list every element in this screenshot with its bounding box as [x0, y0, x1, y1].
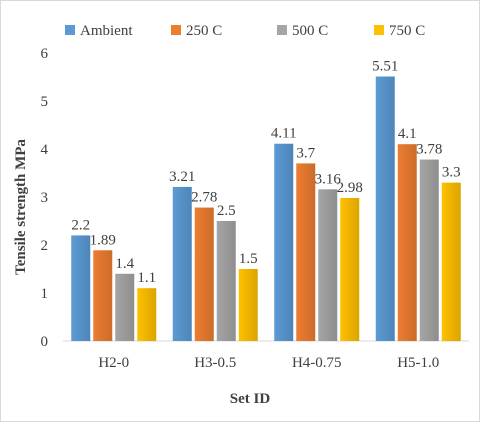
x-tick-label: H4-0.75 — [292, 355, 342, 371]
bar-h3-0-5-250-c — [194, 207, 214, 341]
bar-h2-0-500-c — [115, 273, 135, 341]
data-label: 2.98 — [337, 180, 363, 196]
legend-label-500-c: 500 C — [292, 23, 328, 39]
y-tick-label: 3 — [41, 190, 49, 206]
legend-label-750-c: 750 C — [389, 23, 425, 39]
legend-label-ambient: Ambient — [80, 23, 133, 39]
y-tick-label: 1 — [41, 286, 49, 302]
bar-h4-0-75-500-c — [318, 189, 338, 341]
bar-h4-0-75-750-c — [340, 197, 360, 341]
y-tick-label: 4 — [41, 142, 49, 158]
bar-h4-0-75-ambient — [274, 143, 294, 341]
bar-h2-0-ambient — [71, 235, 91, 341]
x-tick-label: H5-1.0 — [397, 355, 439, 371]
data-label: 3.21 — [169, 169, 195, 185]
y-tick-label: 5 — [41, 94, 49, 110]
x-tick-label: H3-0.5 — [194, 355, 236, 371]
x-axis-ticks: H2-0 H3-0.5 H4-0.75 H5-1.0 — [98, 355, 439, 371]
data-label: 3.16 — [315, 171, 342, 187]
bar-h5-1-0-750-c — [441, 182, 461, 341]
legend-label-250-c: 250 C — [186, 23, 222, 39]
y-axis-title: Tensile strength MPa — [13, 139, 29, 275]
data-label: 1.4 — [115, 256, 134, 272]
y-tick-label: 2 — [41, 238, 49, 254]
data-label: 2.78 — [191, 190, 217, 206]
x-tick-label: H2-0 — [98, 355, 129, 371]
data-label: 4.1 — [398, 126, 417, 142]
data-label: 3.78 — [416, 142, 442, 158]
bar-h2-0-250-c — [93, 250, 113, 341]
legend-swatch-250-c — [171, 25, 181, 35]
bar-h3-0-5-750-c — [238, 269, 258, 341]
bar-h3-0-5-500-c — [216, 221, 236, 341]
bar-h5-1-0-500-c — [419, 159, 439, 341]
bar-h2-0-750-c — [137, 288, 157, 341]
y-tick-label: 6 — [41, 46, 49, 62]
legend-swatch-ambient — [65, 25, 75, 35]
data-label: 5.51 — [372, 59, 398, 75]
data-label: 4.11 — [271, 126, 297, 142]
x-axis-title: Set ID — [230, 391, 271, 407]
data-label: 1.5 — [239, 251, 258, 267]
data-labels: 2.21.89 1.41.1 3.21 2.782.5 1.5 4.11 3.73.162.… — [71, 59, 460, 287]
data-label: 1.89 — [90, 232, 116, 248]
bars — [71, 76, 461, 342]
bar-h5-1-0-ambient — [375, 76, 395, 342]
data-label: 3.3 — [442, 165, 461, 181]
data-label: 3.7 — [296, 145, 315, 161]
data-label: 2.2 — [71, 217, 90, 233]
bar-h4-0-75-250-c — [296, 163, 316, 341]
legend-swatch-750-c — [374, 25, 384, 35]
y-axis-ticks: 0 1 2 3 4 5 6 — [41, 46, 49, 350]
bar-h3-0-5-ambient — [172, 186, 192, 341]
legend-swatch-500-c — [277, 25, 287, 35]
legend: Ambient 250 C 500 C 750 C — [65, 23, 425, 39]
data-label: 1.1 — [137, 270, 156, 286]
data-label: 2.5 — [217, 203, 236, 219]
bar-h5-1-0-250-c — [397, 144, 417, 341]
y-tick-label: 0 — [41, 334, 49, 350]
